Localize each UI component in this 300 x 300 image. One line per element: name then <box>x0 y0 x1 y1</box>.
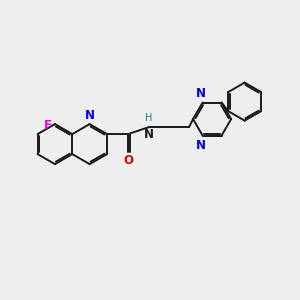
Text: N: N <box>196 139 206 152</box>
Text: N: N <box>196 87 206 100</box>
Text: H: H <box>145 113 153 123</box>
Text: N: N <box>85 109 94 122</box>
Text: F: F <box>44 119 52 132</box>
Text: O: O <box>123 154 133 167</box>
Text: N: N <box>144 128 154 141</box>
